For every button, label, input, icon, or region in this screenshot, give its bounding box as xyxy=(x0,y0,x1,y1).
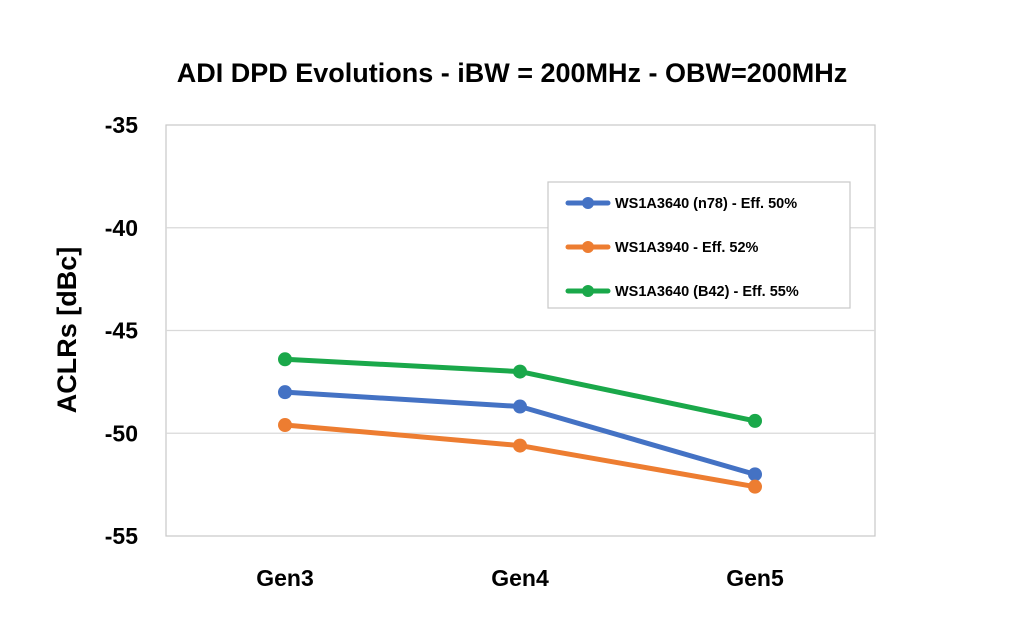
legend-item: WS1A3940 - Eff. 52% xyxy=(565,240,759,256)
data-point xyxy=(748,413,762,428)
series-3 xyxy=(278,352,762,428)
series-2 xyxy=(278,418,762,494)
y-tick-label: -40 xyxy=(105,215,138,241)
data-point xyxy=(278,385,292,400)
legend-swatch-marker xyxy=(582,197,594,209)
legend-swatch-marker xyxy=(582,241,594,253)
x-tick-labels: Gen3 Gen4 Gen5 xyxy=(256,565,784,591)
legend-label: WS1A3940 - Eff. 52% xyxy=(615,240,759,256)
data-point xyxy=(513,438,527,453)
legend-item: WS1A3640 (n78) - Eff. 50% xyxy=(565,196,797,212)
data-point xyxy=(748,467,762,482)
y-tick-label: -35 xyxy=(105,112,138,138)
x-tick-label: Gen4 xyxy=(491,565,549,591)
y-tick-label: -45 xyxy=(105,318,138,344)
chart-title: ADI DPD Evolutions - iBW = 200MHz - OBW=… xyxy=(177,58,848,88)
y-tick-label: -55 xyxy=(105,523,138,549)
y-tick-label: -50 xyxy=(105,420,138,446)
data-point xyxy=(513,364,527,379)
series-group xyxy=(278,352,762,494)
data-point xyxy=(513,399,527,414)
data-point xyxy=(748,479,762,494)
legend-item: WS1A3640 (B42) - Eff. 55% xyxy=(565,284,799,300)
data-point xyxy=(278,418,292,433)
legend-swatch-marker xyxy=(582,285,594,297)
data-point xyxy=(278,352,292,367)
x-tick-label: Gen5 xyxy=(726,565,784,591)
series-1 xyxy=(278,385,762,482)
y-axis-label: ACLRs [dBc] xyxy=(52,247,82,414)
legend-label: WS1A3640 (B42) - Eff. 55% xyxy=(615,284,799,300)
legend: WS1A3640 (n78) - Eff. 50% WS1A3940 - Eff.… xyxy=(565,196,799,300)
legend-label: WS1A3640 (n78) - Eff. 50% xyxy=(615,196,797,212)
y-tick-labels: -35 -40 -45 -50 -55 xyxy=(105,112,138,549)
x-tick-label: Gen3 xyxy=(256,565,314,591)
